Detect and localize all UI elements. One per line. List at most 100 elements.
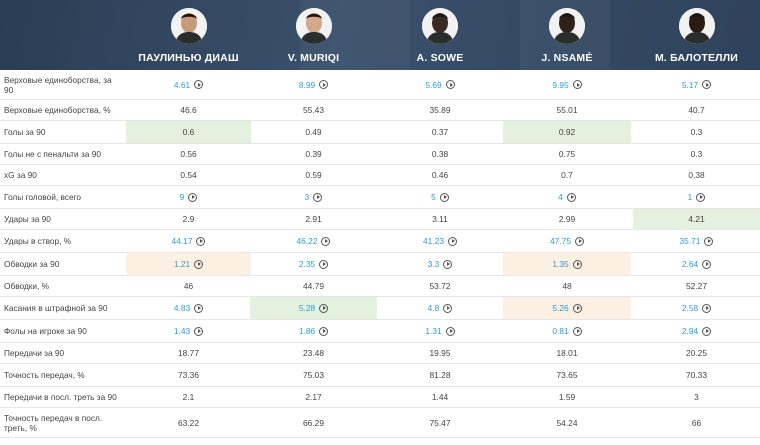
play-video-icon[interactable] <box>194 326 204 336</box>
metric-value-cell[interactable]: 1.43 <box>126 320 251 342</box>
metric-value-cell[interactable]: 1.21 <box>126 253 251 275</box>
metric-value: 18.77 <box>178 348 199 358</box>
play-video-icon[interactable] <box>566 192 576 202</box>
metric-value[interactable]: 3.3 <box>427 259 440 269</box>
table-row: Передачи за 90 18.77 23.48 19.95 18.01 20.25 <box>0 343 760 364</box>
play-video-icon[interactable] <box>194 80 204 89</box>
play-video-icon[interactable] <box>445 326 455 336</box>
metric-value[interactable]: 5.28 <box>298 303 316 313</box>
play-video-icon[interactable] <box>443 259 453 269</box>
metric-value-cell: 20.25 <box>633 343 760 363</box>
metric-value[interactable]: 4.83 <box>173 303 191 313</box>
metric-value[interactable]: 5.17 <box>681 79 699 90</box>
play-video-icon[interactable] <box>572 303 582 313</box>
metric-value[interactable]: 4.61 <box>173 79 191 90</box>
player-column-header[interactable]: A. SOWE <box>377 0 503 70</box>
metric-value[interactable]: 2.58 <box>681 303 699 313</box>
play-video-icon[interactable] <box>702 326 712 336</box>
metric-value-cell[interactable]: 3.3 <box>377 253 503 275</box>
play-video-icon[interactable] <box>313 192 323 202</box>
metric-value[interactable]: 44.17 <box>171 236 193 246</box>
play-video-icon[interactable] <box>439 192 449 202</box>
player-column-header[interactable]: J. NSAMÉ <box>503 0 631 70</box>
metric-value-cell[interactable]: 5.69 <box>377 70 503 99</box>
play-video-icon[interactable] <box>188 192 198 202</box>
metric-value-cell[interactable]: 4.61 <box>126 70 251 99</box>
metric-value-cell[interactable]: 9 <box>126 186 251 208</box>
play-video-icon[interactable] <box>574 236 584 246</box>
metric-value[interactable]: 35.71 <box>679 236 701 246</box>
play-video-icon[interactable] <box>447 236 457 246</box>
metric-value-cell[interactable]: 8.99 <box>250 70 377 99</box>
metric-value[interactable]: 2.94 <box>681 326 699 336</box>
metric-value[interactable]: 46.22 <box>296 236 318 246</box>
metric-value-cell[interactable]: 5 <box>377 186 503 208</box>
metric-value[interactable]: 5.69 <box>425 79 442 90</box>
play-video-icon[interactable] <box>696 192 706 202</box>
metric-value[interactable]: 1.31 <box>425 326 442 336</box>
metric-value: 2.17 <box>305 392 322 402</box>
metric-value-cell[interactable]: 2.64 <box>633 253 760 275</box>
metric-value-cell[interactable]: 1 <box>633 186 760 208</box>
play-video-icon[interactable] <box>319 80 329 89</box>
play-video-icon[interactable] <box>572 80 582 89</box>
play-video-icon[interactable] <box>572 326 582 336</box>
metric-value[interactable]: 4 <box>558 192 563 202</box>
metric-value-cell[interactable]: 1.31 <box>377 320 503 342</box>
metric-value-cell[interactable]: 9.95 <box>503 70 631 99</box>
metric-value[interactable]: 4.8 <box>427 303 440 313</box>
play-video-icon[interactable] <box>319 303 329 313</box>
metric-value[interactable]: 1 <box>687 192 693 202</box>
player-column-header[interactable]: V. MURIQI <box>250 0 377 70</box>
player-column-header[interactable]: ПАУЛИНЬЮ ДИАШ <box>126 0 251 70</box>
metric-value[interactable]: 3 <box>304 192 310 202</box>
play-video-icon[interactable] <box>319 259 329 269</box>
metric-value[interactable]: 5 <box>431 192 436 202</box>
metric-value-cell[interactable]: 5.17 <box>633 70 760 99</box>
metric-value-cell[interactable]: 41.23 <box>377 230 503 252</box>
metric-value[interactable]: 47.75 <box>550 236 571 246</box>
metric-value[interactable]: 41.23 <box>423 236 444 246</box>
metric-value-cell[interactable]: 2.94 <box>633 320 760 342</box>
play-video-icon[interactable] <box>321 236 331 246</box>
play-video-icon[interactable] <box>702 259 712 269</box>
metric-value-cell[interactable]: 3 <box>250 186 377 208</box>
play-video-icon[interactable] <box>443 303 453 313</box>
play-video-icon[interactable] <box>445 80 455 89</box>
metric-value[interactable]: 8.99 <box>298 79 316 90</box>
player-column-header[interactable]: M. БАЛОТЕЛЛИ <box>633 0 760 70</box>
metric-value-cell[interactable]: 46.22 <box>250 230 377 252</box>
metric-value-cell[interactable]: 1.86 <box>250 320 377 342</box>
metric-value-cell[interactable]: 5.26 <box>503 297 631 319</box>
metric-value-cell[interactable]: 5.28 <box>250 297 377 319</box>
metric-value[interactable]: 5.26 <box>552 303 569 313</box>
play-video-icon[interactable] <box>704 236 714 246</box>
metric-value-cell[interactable]: 0.81 <box>503 320 631 342</box>
play-video-icon[interactable] <box>702 303 712 313</box>
metric-value-cell[interactable]: 4.83 <box>126 297 251 319</box>
metric-value-cell[interactable]: 47.75 <box>503 230 631 252</box>
metric-value[interactable]: 2.35 <box>298 259 316 269</box>
play-video-icon[interactable] <box>194 303 204 313</box>
metric-value[interactable]: 1.35 <box>552 259 569 269</box>
metric-value-cell[interactable]: 1.35 <box>503 253 631 275</box>
metric-value[interactable]: 1.86 <box>298 326 316 336</box>
metric-value[interactable]: 9.95 <box>552 79 569 90</box>
metric-value-cell[interactable]: 2.58 <box>633 297 760 319</box>
play-video-icon[interactable] <box>196 236 206 246</box>
metric-value[interactable]: 1.43 <box>173 326 191 336</box>
metric-value-cell[interactable]: 35.71 <box>633 230 760 252</box>
play-video-icon[interactable] <box>319 326 329 336</box>
metric-value-cell[interactable]: 4.8 <box>377 297 503 319</box>
play-video-icon[interactable] <box>702 80 712 89</box>
metric-value-cell[interactable]: 2.35 <box>250 253 377 275</box>
player-name: ПАУЛИНЬЮ ДИАШ <box>138 52 239 64</box>
metric-value-cell[interactable]: 4 <box>503 186 631 208</box>
play-video-icon[interactable] <box>572 259 582 269</box>
metric-value[interactable]: 9 <box>179 192 185 202</box>
play-video-icon[interactable] <box>194 259 204 269</box>
metric-value[interactable]: 1.21 <box>173 259 191 269</box>
metric-value[interactable]: 2.64 <box>681 259 699 269</box>
metric-value[interactable]: 0.81 <box>552 326 569 336</box>
metric-value-cell[interactable]: 44.17 <box>126 230 251 252</box>
